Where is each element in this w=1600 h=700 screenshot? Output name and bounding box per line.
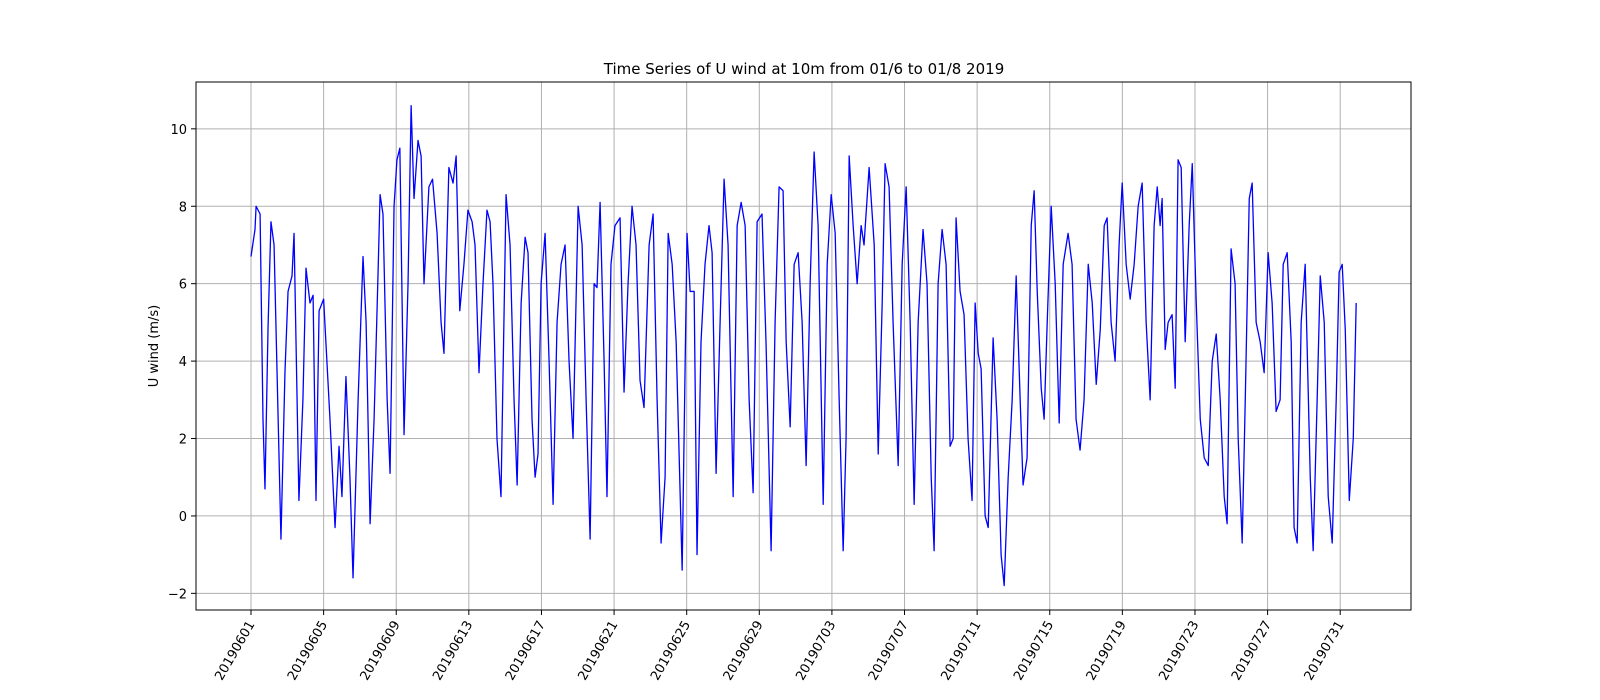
- data-line: [250, 104, 1357, 587]
- y-axis-label: U wind (m/s): [147, 305, 162, 387]
- y-tick-label: −2: [168, 587, 187, 602]
- y-tick-label: 2: [179, 433, 187, 448]
- y-tick-label: 6: [179, 278, 187, 293]
- y-tick-label: 8: [179, 200, 187, 215]
- plot-frame: [195, 81, 1412, 611]
- y-tick-label: 0: [179, 510, 187, 525]
- chart-title: Time Series of U wind at 10m from 01/6 t…: [603, 60, 1004, 78]
- y-tick-label: 4: [179, 355, 187, 370]
- y-tick-label: 10: [170, 123, 187, 138]
